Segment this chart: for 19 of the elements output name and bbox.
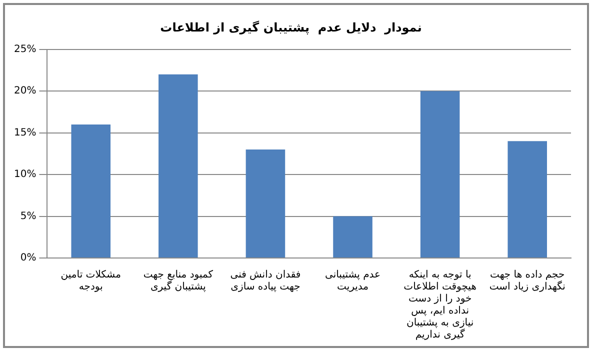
y-tick-label: 10% (14, 169, 36, 180)
x-tick-label: عدم پشتیبانی مدیریت (325, 270, 381, 293)
x-tick-label: با توجه به اینکه هیچوقت اطلاعات خود را از دست نداده ایم، پس نیازی به پشتیبان گیری نداریم (404, 270, 476, 341)
y-tick-label: 20% (14, 86, 36, 97)
x-tick-label: کمبود منابع جهت پشتیبان گیری (143, 270, 214, 293)
bar (71, 124, 111, 258)
chart-title: نمودار دلایل عدم پشتیبان گیری از اطلاعات (160, 20, 422, 34)
y-tick-label: 0% (20, 252, 36, 264)
bar (508, 141, 547, 258)
y-tick-label: 5% (20, 210, 36, 222)
x-tick-label: مشکلات تامین بودجه (60, 270, 121, 293)
bar (333, 216, 372, 258)
bar (420, 91, 460, 258)
y-tick-label: 15% (14, 127, 36, 138)
x-tick-label: حجم داده ها جهت نگهداری زیاد است (489, 270, 566, 293)
bar (158, 74, 198, 258)
x-tick-label: فقدان دانش فنی جهت پیاده سازی (230, 270, 301, 293)
bar (246, 150, 286, 258)
y-tick-label: 25% (14, 44, 36, 55)
